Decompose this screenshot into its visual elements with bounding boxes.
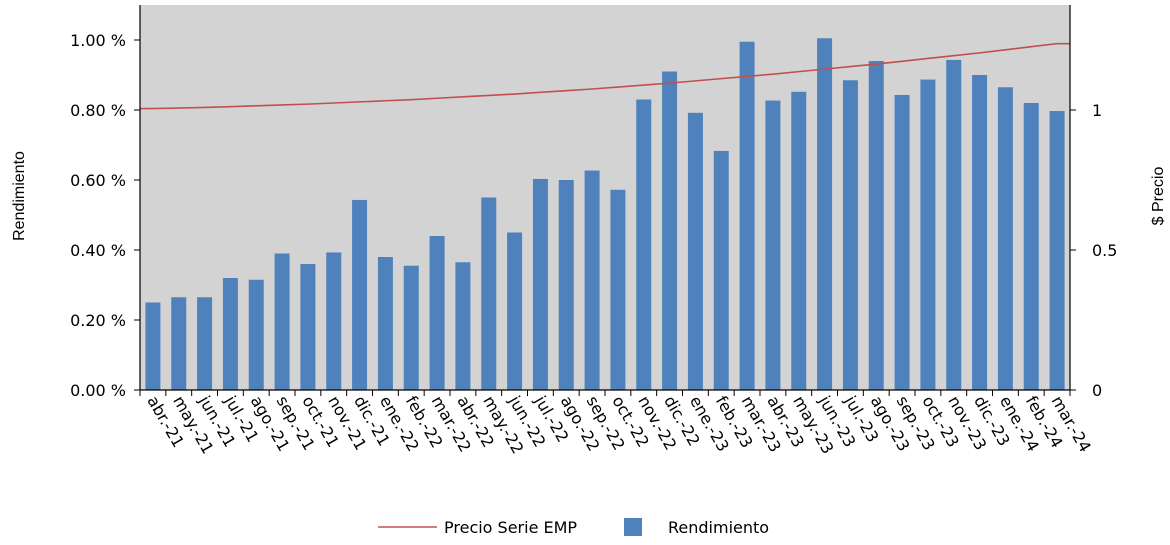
axes-group bbox=[134, 5, 1076, 396]
y2-tick-labels: 00.51 bbox=[1092, 101, 1117, 400]
y-tick-label: 1.00 % bbox=[70, 31, 126, 50]
bar bbox=[481, 197, 497, 390]
bar bbox=[765, 100, 781, 391]
bar bbox=[326, 252, 342, 390]
bar bbox=[584, 170, 600, 390]
legend: Precio Serie EMP Rendimiento bbox=[378, 518, 769, 537]
y-tick-label: 0.00 % bbox=[70, 381, 126, 400]
bar bbox=[739, 41, 755, 390]
bar bbox=[558, 180, 574, 390]
y-tick-label: 0.20 % bbox=[70, 311, 126, 330]
y-axis-title: Rendimiento bbox=[11, 151, 28, 241]
bar bbox=[1049, 111, 1065, 391]
bar bbox=[352, 199, 368, 390]
bar bbox=[687, 112, 703, 391]
bar bbox=[377, 257, 393, 390]
x-tick-labels: abr.-21may.-21jun.-21jul.-21ago.-21sep.-… bbox=[143, 392, 1094, 458]
bar bbox=[274, 253, 290, 390]
y-tick-labels: 0.00 % 0.20 % 0.40 % 0.60 % 0.80 % 1.00 % bbox=[70, 31, 126, 400]
bar bbox=[791, 91, 807, 391]
legend-square-marker bbox=[624, 518, 642, 536]
bar bbox=[403, 265, 419, 390]
plot-area bbox=[140, 5, 1070, 390]
bar bbox=[171, 297, 187, 390]
bar bbox=[868, 61, 884, 390]
y2-axis-title: $ Precio bbox=[1150, 167, 1167, 226]
bar bbox=[1023, 103, 1039, 390]
bar bbox=[662, 71, 678, 390]
bar bbox=[817, 38, 833, 390]
y2-tick-label: 0 bbox=[1092, 381, 1102, 400]
bar bbox=[222, 278, 238, 390]
bar bbox=[145, 302, 161, 390]
bar bbox=[429, 236, 445, 390]
bar bbox=[713, 150, 729, 390]
y2-tick-label: 1 bbox=[1092, 101, 1102, 120]
bar bbox=[455, 262, 471, 390]
bar bbox=[248, 279, 264, 390]
line-group bbox=[140, 42, 1070, 110]
y-tick-label: 0.60 % bbox=[70, 171, 126, 190]
y-tick-label: 0.40 % bbox=[70, 241, 126, 260]
price-series-line bbox=[140, 42, 1070, 110]
bar bbox=[920, 79, 936, 391]
bar bbox=[636, 99, 652, 390]
legend-label-rendimiento: Rendimiento bbox=[668, 518, 769, 537]
y2-tick-label: 0.5 bbox=[1092, 241, 1117, 260]
bar bbox=[972, 75, 988, 390]
bar bbox=[197, 297, 213, 390]
bar bbox=[300, 264, 316, 390]
bar bbox=[507, 232, 523, 390]
bar bbox=[610, 189, 626, 390]
bar bbox=[997, 87, 1013, 390]
bar bbox=[894, 94, 910, 390]
legend-label-precio: Precio Serie EMP bbox=[444, 518, 577, 537]
bar bbox=[842, 80, 858, 390]
bar bbox=[946, 59, 962, 390]
y-tick-label: 0.80 % bbox=[70, 101, 126, 120]
bar bbox=[532, 178, 548, 390]
bars-group bbox=[145, 38, 1065, 391]
